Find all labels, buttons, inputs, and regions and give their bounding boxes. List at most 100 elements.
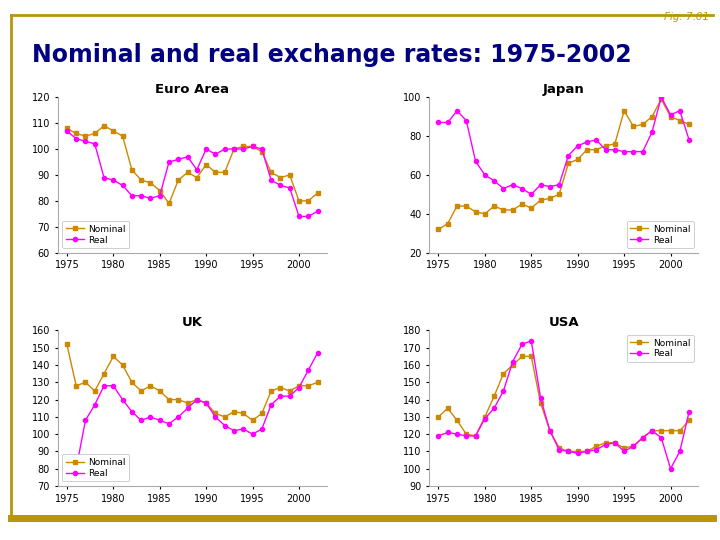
Nominal xyxy=(462,431,471,437)
Real xyxy=(211,151,220,158)
Real xyxy=(657,434,665,441)
Real xyxy=(546,184,554,190)
Legend: Nominal, Real: Nominal, Real xyxy=(62,221,130,248)
Nominal xyxy=(304,198,312,204)
Nominal xyxy=(639,121,647,127)
Nominal xyxy=(499,207,508,213)
Nominal xyxy=(685,417,693,423)
Real xyxy=(555,447,564,453)
Real xyxy=(192,166,201,173)
Nominal xyxy=(146,382,155,389)
Real xyxy=(462,433,471,439)
Real xyxy=(536,395,545,401)
Nominal xyxy=(508,362,517,368)
Nominal xyxy=(248,417,257,423)
Nominal xyxy=(156,388,164,394)
Real xyxy=(629,148,638,155)
Nominal xyxy=(285,172,294,178)
Real xyxy=(313,208,322,214)
Legend: Nominal, Real: Nominal, Real xyxy=(62,455,130,482)
Line: Real: Real xyxy=(65,351,320,471)
Real xyxy=(592,137,600,143)
Real xyxy=(472,158,480,165)
Nominal xyxy=(490,203,498,210)
Real xyxy=(81,138,90,145)
Real xyxy=(499,388,508,394)
Real xyxy=(573,143,582,149)
Real xyxy=(146,195,155,201)
Real xyxy=(462,117,471,124)
Nominal xyxy=(555,191,564,198)
Real xyxy=(666,111,675,118)
Nominal xyxy=(453,417,462,423)
Real xyxy=(109,382,117,389)
Real xyxy=(582,448,591,455)
Real xyxy=(118,182,127,188)
Nominal xyxy=(564,160,572,166)
Title: UK: UK xyxy=(181,316,203,329)
Real xyxy=(127,192,136,199)
Real xyxy=(285,185,294,191)
Nominal xyxy=(434,414,443,420)
Real xyxy=(99,174,108,181)
Nominal xyxy=(146,179,155,186)
Real xyxy=(137,417,145,423)
Real xyxy=(99,382,108,389)
Real xyxy=(118,396,127,403)
Real xyxy=(453,107,462,114)
Real xyxy=(239,426,248,432)
Real xyxy=(648,428,657,434)
Nominal xyxy=(258,148,266,155)
Nominal xyxy=(174,177,183,184)
Nominal xyxy=(620,107,629,114)
Real xyxy=(192,396,201,403)
Nominal xyxy=(546,195,554,201)
Real xyxy=(444,119,452,126)
Real xyxy=(276,393,284,400)
Real xyxy=(564,152,572,159)
Real xyxy=(508,359,517,365)
Nominal xyxy=(639,434,647,441)
Nominal xyxy=(508,207,517,213)
Nominal xyxy=(611,440,619,446)
Real xyxy=(657,94,665,100)
Nominal xyxy=(72,382,81,389)
Nominal xyxy=(592,443,600,449)
Real xyxy=(527,338,536,344)
Nominal xyxy=(480,414,489,420)
Nominal xyxy=(184,169,192,176)
Nominal xyxy=(276,384,284,391)
Line: Nominal: Nominal xyxy=(65,124,320,206)
Real xyxy=(536,181,545,188)
Nominal xyxy=(99,123,108,129)
Nominal xyxy=(444,220,452,227)
Real xyxy=(527,191,536,198)
Nominal xyxy=(313,190,322,197)
Real xyxy=(127,408,136,415)
Nominal xyxy=(453,203,462,210)
Real xyxy=(518,341,526,348)
Line: Nominal: Nominal xyxy=(436,97,691,232)
Real xyxy=(230,428,238,434)
Nominal xyxy=(611,140,619,147)
Nominal xyxy=(499,370,508,377)
Nominal xyxy=(91,130,99,137)
Real xyxy=(146,414,155,420)
Real xyxy=(434,119,443,126)
Nominal xyxy=(675,428,684,434)
Nominal xyxy=(546,428,554,434)
Nominal xyxy=(91,388,99,394)
Nominal xyxy=(601,143,610,149)
Real xyxy=(555,181,564,188)
Nominal xyxy=(258,410,266,417)
Text: Fig. 7.01: Fig. 7.01 xyxy=(664,12,709,22)
Real xyxy=(220,422,229,429)
Real xyxy=(258,426,266,432)
Real xyxy=(267,402,276,408)
Real xyxy=(202,146,210,152)
Real xyxy=(211,414,220,420)
Nominal xyxy=(490,393,498,400)
Real xyxy=(685,137,693,143)
Nominal xyxy=(156,187,164,194)
Real xyxy=(611,146,619,153)
